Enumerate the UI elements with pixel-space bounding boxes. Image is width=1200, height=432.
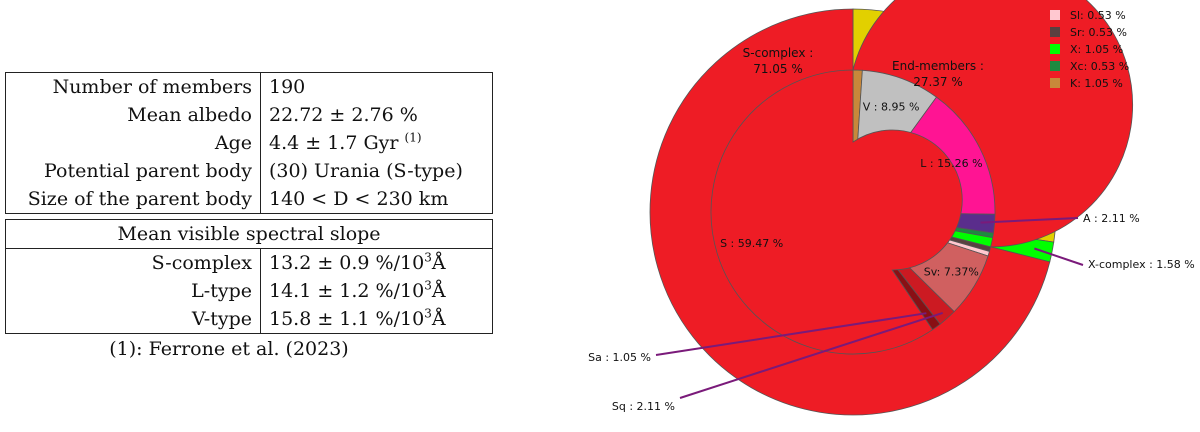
row-value-text: (30) Urania (S-type) — [269, 160, 463, 182]
legend-label: Xc: 0.53 % — [1070, 60, 1129, 73]
row-label: L-type — [5, 277, 261, 305]
label-inner-sq: Sq : 2.11 % — [612, 400, 675, 413]
legend-label: Sl: 0.53 % — [1070, 9, 1126, 22]
table-row: Size of the parent body 140 < D < 230 km — [5, 185, 493, 214]
callout-inner-sq — [679, 311, 943, 399]
row-value: (30) Urania (S-type) — [261, 157, 493, 185]
row-label: Mean albedo — [5, 101, 261, 129]
legend-swatch — [1050, 44, 1060, 54]
row-value: 140 < D < 230 km — [261, 185, 493, 214]
legend-swatch — [1050, 61, 1060, 71]
legend-label: K: 1.05 % — [1070, 77, 1123, 90]
unit-exponent: 3 — [424, 278, 432, 293]
table-row: L-type 14.1 ± 1.2 %/103Å — [5, 277, 493, 305]
table-row: Age 4.4 ± 1.7 Gyr (1) — [5, 129, 493, 157]
value-end-members: 27.37 % — [913, 75, 963, 89]
callout-inner-sa — [655, 312, 927, 356]
legend-swatch — [1050, 78, 1060, 88]
row-label: S-complex — [5, 248, 261, 277]
legend-swatch — [1050, 10, 1060, 20]
row-value: 190 — [261, 73, 493, 102]
unit-symbol: Å — [431, 252, 446, 274]
unit-symbol: Å — [431, 308, 446, 330]
footnote: (1): Ferrone et al. (2023) — [109, 338, 349, 360]
row-value: 13.2 ± 0.9 %/103Å — [261, 249, 493, 278]
spectral-slope-box: Mean visible spectral slope S-complex 13.… — [5, 219, 493, 334]
legend-label: Sr: 0.53 % — [1070, 26, 1127, 39]
row-value: 14.1 ± 1.2 %/103Å — [261, 277, 493, 305]
properties-table: Number of members 190 Mean albedo 22.72 ± 2… — [5, 72, 493, 360]
label-s-complex: S-complex : — [743, 46, 814, 60]
table-row: Number of members 190 — [5, 72, 493, 102]
callout-inner-a — [980, 217, 1079, 224]
value-s-complex: 71.05 % — [753, 62, 803, 76]
row-value-text: 14.1 ± 1.2 %/10 — [269, 280, 425, 302]
legend-label: X: 1.05 % — [1070, 43, 1123, 56]
row-value: 4.4 ± 1.7 Gyr (1) — [261, 129, 493, 157]
label-inner-s: S : 59.47 % — [720, 237, 783, 250]
row-value-text: 13.2 ± 0.9 %/10 — [269, 252, 425, 274]
unit-exponent: 3 — [424, 306, 432, 321]
unit-exponent: 3 — [424, 250, 432, 265]
unit-symbol: Å — [431, 280, 446, 302]
row-value-text: 140 < D < 230 km — [269, 188, 449, 210]
table-row: S-complex 13.2 ± 0.9 %/103Å — [5, 248, 493, 278]
label-end-members: End-members : — [892, 59, 984, 73]
slope-header: Mean visible spectral slope — [5, 219, 493, 249]
row-label: Number of members — [5, 72, 261, 101]
table-row: Potential parent body (30) Urania (S-type… — [5, 157, 493, 185]
footnote-marker: (1) — [404, 130, 422, 145]
row-value: 22.72 ± 2.76 % — [261, 101, 493, 129]
row-label: V-type — [5, 305, 261, 334]
row-value: 15.8 ± 1.1 %/103Å — [261, 305, 493, 334]
row-label: Size of the parent body — [5, 185, 261, 214]
family-properties-box: Number of members 190 Mean albedo 22.72 ± 2… — [5, 72, 493, 214]
callout-x-complex — [1034, 247, 1084, 266]
row-value-text: 4.4 ± 1.7 Gyr — [269, 132, 405, 154]
row-value-text: 22.72 ± 2.76 % — [269, 104, 418, 126]
label-inner-sv: Sv: 7.37% — [924, 266, 979, 279]
label-x-complex: X-complex : 1.58 % — [1088, 258, 1195, 271]
label-inner-v: V : 8.95 % — [863, 101, 920, 114]
slice-inner-s — [710, 69, 963, 355]
legend-swatch — [1050, 27, 1060, 37]
table-row: V-type 15.8 ± 1.1 %/103Å — [5, 305, 493, 334]
row-label: Potential parent body — [5, 157, 261, 185]
row-label: Age — [5, 129, 261, 157]
label-inner-sa: Sa : 1.05 % — [588, 351, 651, 364]
table-row: Mean albedo 22.72 ± 2.76 % — [5, 101, 493, 129]
label-inner-l: L : 15.26 % — [920, 157, 982, 170]
row-value-text: 15.8 ± 1.1 %/10 — [269, 308, 425, 330]
row-value-text: 190 — [269, 76, 306, 98]
label-inner-a: A : 2.11 % — [1083, 212, 1140, 225]
